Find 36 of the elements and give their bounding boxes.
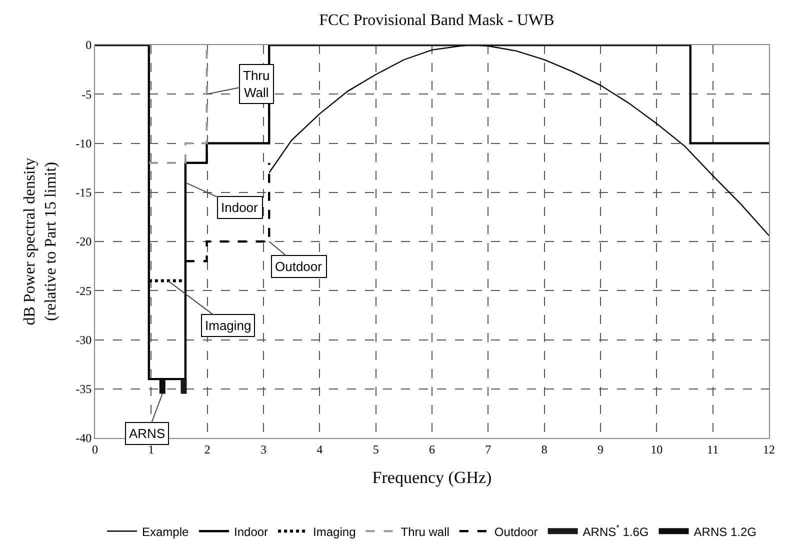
- annotation: Indoor: [221, 200, 259, 215]
- legend-label: Indoor: [234, 524, 268, 539]
- legend-label: ARNS 1.2G: [694, 524, 756, 539]
- y-tick-label: -10: [76, 136, 92, 150]
- x-tick-label: 3: [260, 442, 266, 456]
- y-tick-label: -25: [76, 284, 92, 298]
- y-tick-label: -15: [76, 186, 92, 200]
- x-tick-label: 7: [485, 442, 492, 456]
- annotation: Imaging: [205, 318, 252, 333]
- x-tick-label: 4: [316, 442, 323, 456]
- y-tick-label: -30: [76, 332, 92, 347]
- x-axis-title: Frequency (GHz): [372, 468, 492, 487]
- y-tick-label: -5: [82, 87, 92, 102]
- x-tick-label: 2: [204, 442, 210, 456]
- legend-label: Thru wall: [400, 524, 450, 539]
- y-axis-title: dB Power spectral density (relative to Part 15 limit): [22, 158, 60, 326]
- legend-label: Outdoor: [494, 524, 538, 539]
- y-tick-label: -35: [76, 382, 92, 396]
- legend-label: ARNS$^{*}$ 1.6G: [582, 522, 649, 539]
- x-tick-label: 9: [598, 442, 604, 456]
- annotation: ARNS: [129, 426, 166, 441]
- x-tick-label: 1: [148, 442, 154, 456]
- y-tick-label: -20: [76, 234, 92, 249]
- x-tick-label: 6: [429, 442, 435, 456]
- y-tick-label: -40: [76, 431, 92, 446]
- x-tick-label: 8: [541, 442, 548, 456]
- legend-label: Example: [142, 524, 190, 539]
- x-tick-label: 12: [763, 442, 775, 456]
- legend-label: Imaging: [313, 524, 356, 539]
- x-tick-label: 5: [372, 442, 379, 456]
- annotation: Thru Wall: [243, 68, 270, 100]
- annotation: Outdoor: [275, 259, 323, 274]
- x-tick-label: 11: [707, 442, 719, 456]
- chart-title: FCC Provisional Band Mask - UWB: [319, 12, 554, 30]
- y-tick-label: 0: [86, 38, 92, 52]
- x-tick-label: 10: [650, 442, 663, 456]
